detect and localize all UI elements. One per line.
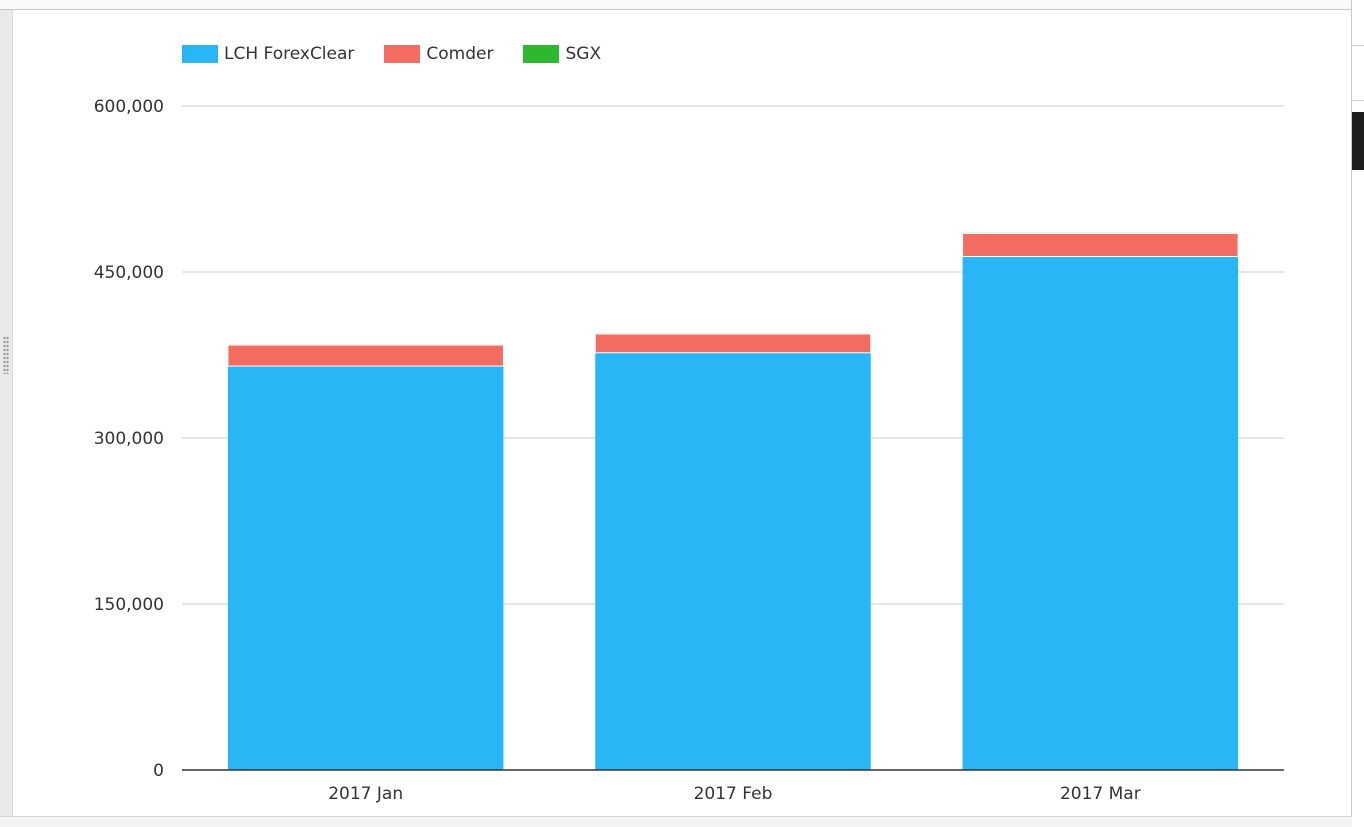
bar-segment bbox=[962, 232, 1239, 258]
y-tick-label: 150,000 bbox=[94, 595, 164, 615]
left-gutter bbox=[0, 10, 13, 816]
bar-segment bbox=[962, 256, 1239, 770]
resize-handle-icon[interactable] bbox=[3, 336, 9, 374]
legend-label: SGX bbox=[565, 44, 602, 64]
legend-item-lch-forexclear[interactable]: LCH ForexClear bbox=[182, 44, 354, 64]
x-tick-label: 2017 Feb bbox=[694, 784, 773, 804]
y-tick-label: 300,000 bbox=[94, 429, 164, 449]
bar-segment bbox=[227, 366, 504, 770]
bar-segment bbox=[594, 333, 872, 354]
y-tick-label: 0 bbox=[153, 761, 164, 781]
stacked-bar-chart: 0 150,000 300,000 450,000 600,000 2017 Jan 201… bbox=[94, 97, 1284, 804]
bar-segment bbox=[227, 343, 504, 346]
legend-label: Comder bbox=[426, 44, 494, 64]
bar-segment bbox=[594, 332, 872, 335]
legend-swatch bbox=[523, 45, 560, 63]
right-panel-divider bbox=[1352, 100, 1364, 101]
right-border bbox=[1351, 0, 1352, 816]
right-panel-edge bbox=[1352, 0, 1364, 826]
x-tick-label: 2017 Jan bbox=[328, 784, 403, 804]
bottom-clipped-footer bbox=[0, 816, 1352, 827]
legend-item-comder[interactable]: Comder bbox=[384, 44, 493, 64]
chart-legend: LCH ForexClear Comder SGX bbox=[182, 44, 631, 64]
window-top-border bbox=[0, 0, 1352, 10]
legend-swatch bbox=[182, 45, 218, 63]
right-panel-divider bbox=[1352, 45, 1364, 46]
right-panel-dark-block bbox=[1352, 112, 1364, 170]
y-tick-label: 450,000 bbox=[94, 263, 164, 283]
bar-segment bbox=[595, 352, 871, 770]
legend-item-sgx[interactable]: SGX bbox=[523, 44, 601, 64]
x-tick-label: 2017 Mar bbox=[1060, 784, 1141, 804]
legend-label: LCH ForexClear bbox=[224, 44, 355, 64]
bar-segment bbox=[962, 231, 1239, 234]
y-tick-label: 600,000 bbox=[94, 97, 164, 117]
bar-segment bbox=[227, 344, 504, 367]
legend-swatch bbox=[384, 45, 421, 63]
